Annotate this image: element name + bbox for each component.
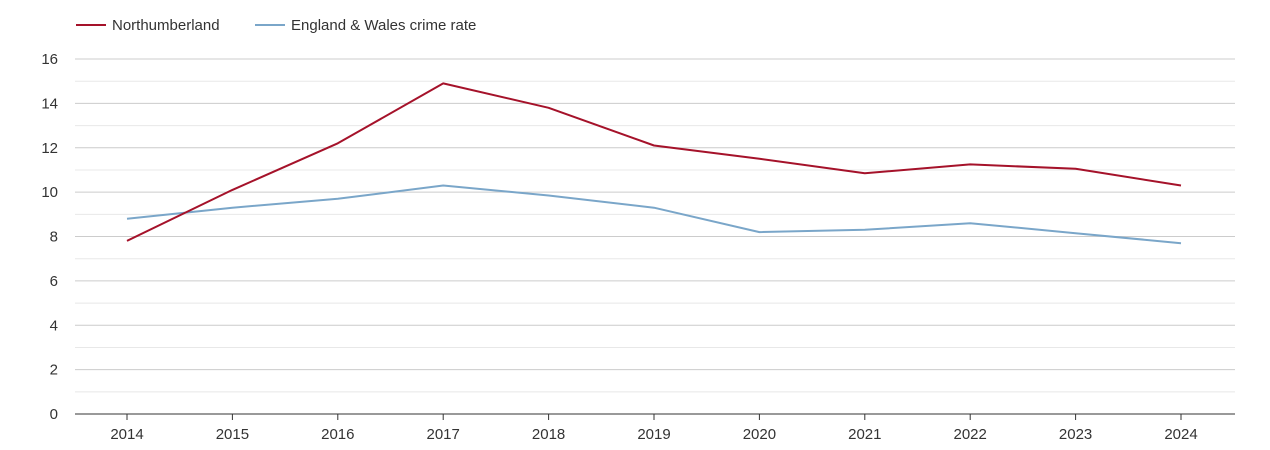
y-tick-label: 0: [50, 406, 58, 423]
y-tick-label: 4: [50, 317, 58, 334]
x-tick-label: 2024: [1164, 426, 1197, 443]
y-tick-label: 6: [50, 273, 58, 290]
x-tick-label: 2019: [637, 426, 670, 443]
x-tick-label: 2020: [743, 426, 776, 443]
x-tick-label: 2021: [848, 426, 881, 443]
y-tick-label: 14: [41, 95, 58, 112]
series-line-england-wales-crime-rate: [126, 184, 1182, 245]
series-lines: [126, 82, 1182, 245]
x-axis: 2014 2015 2016 2017 2018 2019 2020 2021 2022 2023…: [75, 413, 1235, 443]
grid: [75, 58, 1235, 393]
x-tick-label: 2023: [1059, 426, 1092, 443]
x-tick-label: 2022: [954, 426, 987, 443]
legend-label-northumberland: Northumberland: [112, 17, 220, 34]
y-tick-label: 10: [41, 184, 58, 201]
x-tick-label: 2018: [532, 426, 565, 443]
legend-label-england-wales-crime-rate: England & Wales crime rate: [291, 17, 476, 34]
x-tick-label: 2015: [216, 426, 249, 443]
series-line-northumberland: [126, 82, 1182, 242]
y-tick-label: 8: [50, 229, 58, 246]
x-tick-label: 2017: [427, 426, 460, 443]
y-axis: 0 2 4 6 8 10 12 14 16: [41, 51, 58, 423]
x-tick-label: 2014: [110, 426, 143, 443]
legend: Northumberland England & Wales crime rate: [76, 17, 476, 34]
x-tick-label: 2016: [321, 426, 354, 443]
y-tick-label: 2: [50, 362, 58, 379]
y-tick-label: 12: [41, 140, 58, 157]
y-tick-label: 16: [41, 51, 58, 68]
